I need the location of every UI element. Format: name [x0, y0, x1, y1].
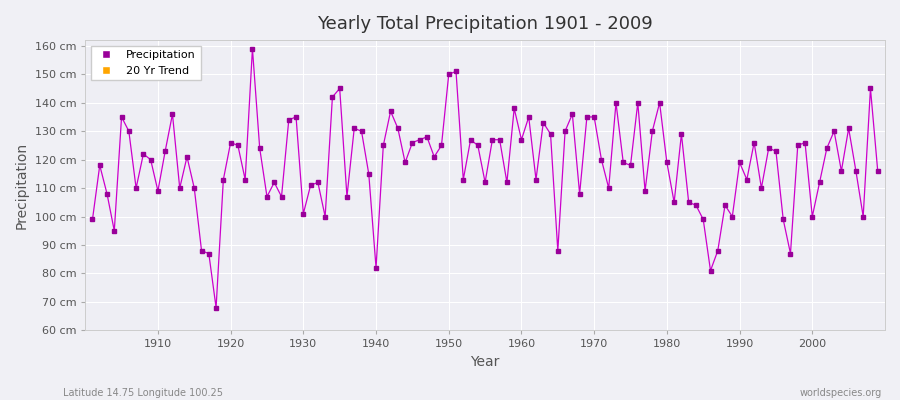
Text: worldspecies.org: worldspecies.org [800, 388, 882, 398]
Title: Yearly Total Precipitation 1901 - 2009: Yearly Total Precipitation 1901 - 2009 [317, 15, 653, 33]
Legend: Precipitation, 20 Yr Trend: Precipitation, 20 Yr Trend [91, 46, 201, 80]
Y-axis label: Precipitation: Precipitation [15, 142, 29, 229]
X-axis label: Year: Year [471, 355, 500, 369]
Text: Latitude 14.75 Longitude 100.25: Latitude 14.75 Longitude 100.25 [63, 388, 223, 398]
